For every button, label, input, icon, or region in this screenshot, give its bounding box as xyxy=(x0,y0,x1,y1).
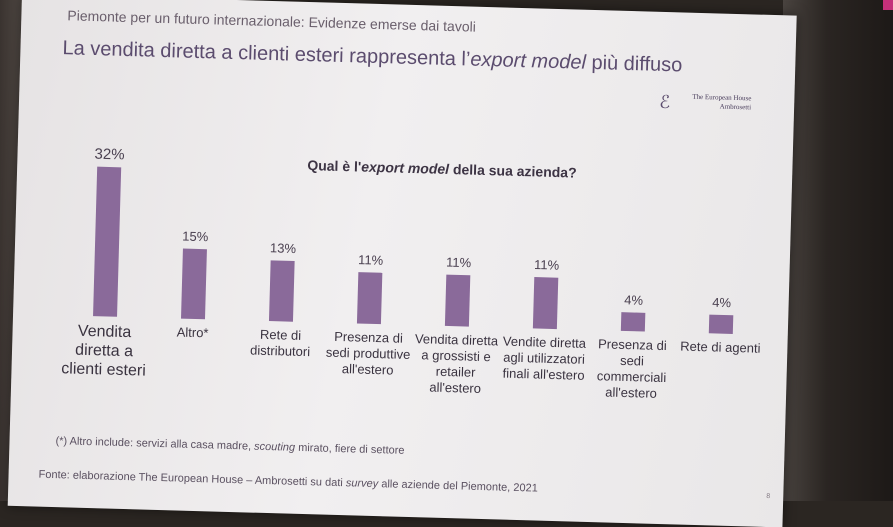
category-label-1: Altro* xyxy=(176,324,209,341)
bar-7 xyxy=(708,314,734,334)
footnote-part1: (*) Altro include: servizi alla casa mad… xyxy=(55,435,255,453)
logo-line2: Ambrosetti xyxy=(719,102,752,112)
bar-value-label-7: 4% xyxy=(712,295,732,311)
slide-subtitle: Piemonte per un futuro internazionale: E… xyxy=(67,7,477,35)
corner-marker xyxy=(883,0,893,10)
category-label-7: Rete di agenti xyxy=(680,338,761,356)
bar-3 xyxy=(356,272,383,325)
bar-value-label-6: 4% xyxy=(624,292,644,308)
category-label-4: Vendita diretta a grossisti e retailer a… xyxy=(414,331,499,396)
slide-title-part1: La vendita diretta a clienti esteri rapp… xyxy=(62,37,471,71)
category-label-2: Rete di distributori xyxy=(249,326,311,360)
slide-title: La vendita diretta a clienti esteri rapp… xyxy=(62,37,682,77)
bar-value-label-3: 11% xyxy=(358,252,384,268)
bar-value-label-0: 32% xyxy=(94,146,124,164)
bar-value-label-1: 15% xyxy=(182,229,209,245)
bar-2 xyxy=(268,260,295,322)
source-part1: Fonte: elaborazione The European House –… xyxy=(38,468,347,490)
slide-title-part2: più diffuso xyxy=(585,51,683,77)
bar-chart: 32% 15% 13% 11% 11% 11% 4% 4% xyxy=(93,146,734,334)
bar-value-label-2: 13% xyxy=(270,240,297,256)
bar-1 xyxy=(180,248,207,320)
footnote-part2: mirato, fiere di settore xyxy=(294,441,405,457)
category-label-3: Presenza di sedi produttive all'estero xyxy=(325,328,411,378)
footnote: (*) Altro include: servizi alla casa mad… xyxy=(55,435,404,457)
page-number: 8 xyxy=(766,492,771,501)
logo-mark-icon: ℰ xyxy=(658,91,671,114)
teha-logo: ℰ The European House Ambrosetti xyxy=(659,90,756,123)
projection-screen: Piemonte per un futuro internazionale: E… xyxy=(7,0,797,527)
logo-text: The European House Ambrosetti xyxy=(681,92,751,112)
bar-value-label-5: 11% xyxy=(534,257,560,273)
source-line: Fonte: elaborazione The European House –… xyxy=(38,469,538,495)
slide-title-em: export model xyxy=(470,48,587,74)
bar-4 xyxy=(444,274,471,327)
category-label-6: Presenza di sedi commerciali all'estero xyxy=(596,336,667,401)
source-part2: alle aziende del Piemonte, 2021 xyxy=(378,478,538,495)
category-label-0: Vendita diretta a clienti esteri xyxy=(61,322,146,380)
category-label-5: Vendite diretta agli utilizzatori finali… xyxy=(502,333,587,383)
source-em: survey xyxy=(345,477,379,491)
bar-6 xyxy=(620,312,646,332)
bar-0 xyxy=(93,166,122,317)
logo-line1: The European House xyxy=(692,92,752,103)
footnote-em: scouting xyxy=(253,440,296,454)
room-wall-right xyxy=(783,0,893,501)
bar-value-label-4: 11% xyxy=(446,255,472,271)
bar-5 xyxy=(532,277,559,330)
